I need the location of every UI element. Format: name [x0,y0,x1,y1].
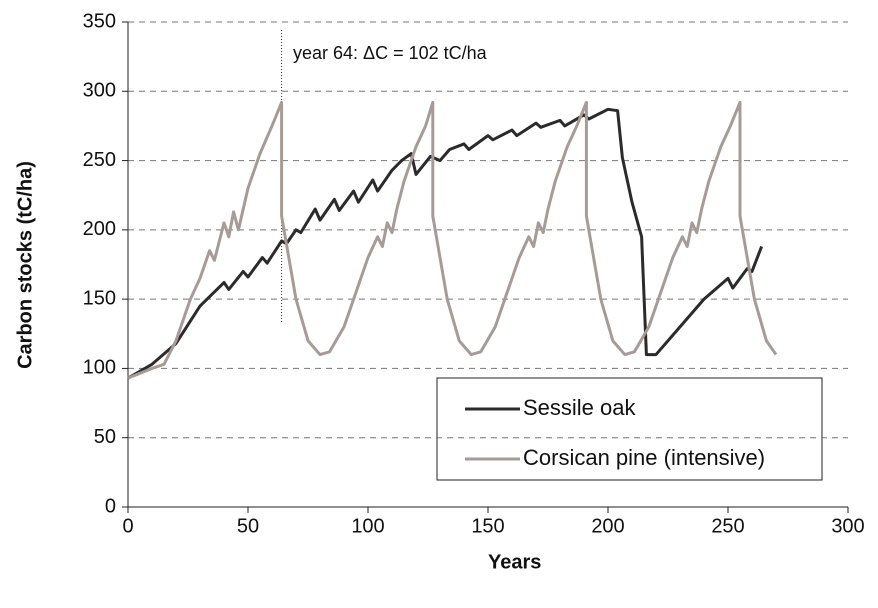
y-tick-label: 0 [105,495,116,517]
series-line [127,100,778,380]
series-line [127,107,763,380]
y-tick-label: 350 [83,10,116,32]
legend-label: Corsican pine (intensive) [523,445,765,470]
x-tick-label: 100 [351,515,384,537]
y-tick-label: 100 [83,357,116,379]
x-tick-label: 200 [591,515,624,537]
legend-label: Sessile oak [523,395,637,420]
x-axis-label: Years [488,551,541,573]
y-tick-label: 300 [83,80,116,102]
annotation: year 64: ΔC = 102 tC/ha [293,43,488,63]
x-tick-label: 50 [237,515,259,537]
y-axis-label: Carbon stocks (tC/ha) [14,161,36,369]
y-tick-label: 250 [83,149,116,171]
x-tick-label: 300 [831,515,864,537]
x-tick-label: 0 [122,515,133,537]
y-tick-label: 150 [83,287,116,309]
legend-box [436,377,823,481]
x-tick-label: 250 [711,515,744,537]
y-tick-label: 200 [83,218,116,240]
x-tick-label: 150 [471,515,504,537]
y-tick-label: 50 [94,426,116,448]
